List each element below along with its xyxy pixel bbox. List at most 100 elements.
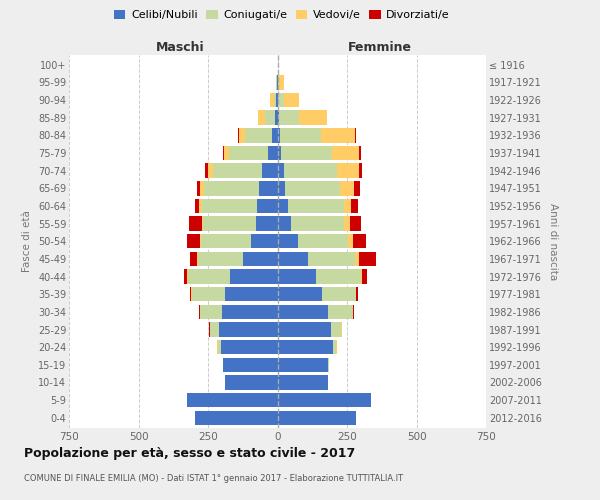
Bar [196, 410, 277, 425]
Bar [197, 181, 200, 196]
Bar [277, 410, 356, 425]
Bar [268, 146, 277, 160]
Bar [210, 322, 219, 337]
Y-axis label: Fasce di età: Fasce di età [22, 210, 32, 272]
Bar [277, 93, 278, 108]
Bar [245, 128, 272, 142]
Bar [284, 164, 337, 178]
Bar [288, 198, 344, 213]
Bar [208, 164, 213, 178]
Bar [277, 181, 285, 196]
Bar [223, 146, 224, 160]
Bar [201, 234, 251, 248]
Bar [243, 252, 277, 266]
Bar [280, 128, 322, 142]
Bar [331, 322, 341, 337]
Bar [202, 198, 257, 213]
Bar [229, 146, 268, 160]
Bar [202, 216, 203, 231]
Bar [359, 164, 362, 178]
Legend: Celibi/Nubili, Coniugati/e, Vedovi/e, Divorziati/e: Celibi/Nubili, Coniugati/e, Vedovi/e, Di… [110, 6, 454, 25]
Bar [277, 322, 331, 337]
Text: Femmine: Femmine [349, 41, 412, 54]
Bar [224, 375, 277, 390]
Bar [298, 234, 347, 248]
Bar [276, 93, 277, 108]
Bar [190, 287, 191, 302]
Bar [347, 234, 353, 248]
Bar [230, 270, 277, 284]
Bar [353, 181, 360, 196]
Bar [256, 216, 277, 231]
Bar [279, 75, 284, 90]
Bar [284, 93, 299, 108]
Bar [188, 270, 230, 284]
Bar [184, 270, 187, 284]
Text: COMUNE DI FINALE EMILIA (MO) - Dati ISTAT 1° gennaio 2017 - Elaborazione TUTTITA: COMUNE DI FINALE EMILIA (MO) - Dati ISTA… [24, 474, 403, 483]
Bar [322, 287, 356, 302]
Y-axis label: Anni di nascita: Anni di nascita [548, 202, 559, 280]
Bar [277, 287, 322, 302]
Bar [192, 287, 224, 302]
Bar [277, 340, 332, 354]
Bar [278, 110, 299, 125]
Bar [277, 198, 288, 213]
Bar [200, 181, 205, 196]
Bar [277, 252, 308, 266]
Bar [205, 181, 259, 196]
Bar [344, 216, 350, 231]
Bar [257, 198, 277, 213]
Bar [277, 270, 316, 284]
Bar [251, 234, 277, 248]
Bar [198, 252, 243, 266]
Bar [277, 234, 298, 248]
Bar [356, 287, 358, 302]
Bar [277, 375, 328, 390]
Bar [222, 304, 277, 319]
Bar [194, 198, 199, 213]
Bar [277, 128, 280, 142]
Bar [205, 164, 208, 178]
Bar [322, 128, 355, 142]
Bar [291, 216, 344, 231]
Bar [239, 128, 245, 142]
Bar [355, 128, 356, 142]
Bar [265, 110, 275, 125]
Bar [224, 146, 229, 160]
Bar [285, 181, 340, 196]
Bar [221, 340, 277, 354]
Bar [353, 304, 354, 319]
Bar [350, 216, 361, 231]
Bar [362, 270, 367, 284]
Bar [199, 198, 202, 213]
Bar [277, 146, 281, 160]
Bar [272, 128, 277, 142]
Bar [359, 146, 361, 160]
Bar [223, 358, 277, 372]
Bar [190, 252, 197, 266]
Bar [277, 216, 291, 231]
Bar [262, 164, 277, 178]
Bar [187, 234, 200, 248]
Bar [270, 93, 274, 108]
Bar [258, 110, 265, 125]
Bar [332, 340, 337, 354]
Bar [188, 216, 202, 231]
Bar [278, 75, 279, 90]
Bar [219, 322, 277, 337]
Bar [277, 110, 278, 125]
Bar [277, 358, 328, 372]
Bar [187, 393, 277, 407]
Bar [274, 93, 276, 108]
Bar [277, 304, 328, 319]
Bar [332, 146, 359, 160]
Bar [361, 270, 362, 284]
Bar [197, 252, 198, 266]
Bar [200, 304, 222, 319]
Bar [328, 304, 353, 319]
Bar [355, 252, 359, 266]
Bar [316, 270, 361, 284]
Bar [278, 93, 284, 108]
Bar [353, 234, 366, 248]
Bar [277, 164, 284, 178]
